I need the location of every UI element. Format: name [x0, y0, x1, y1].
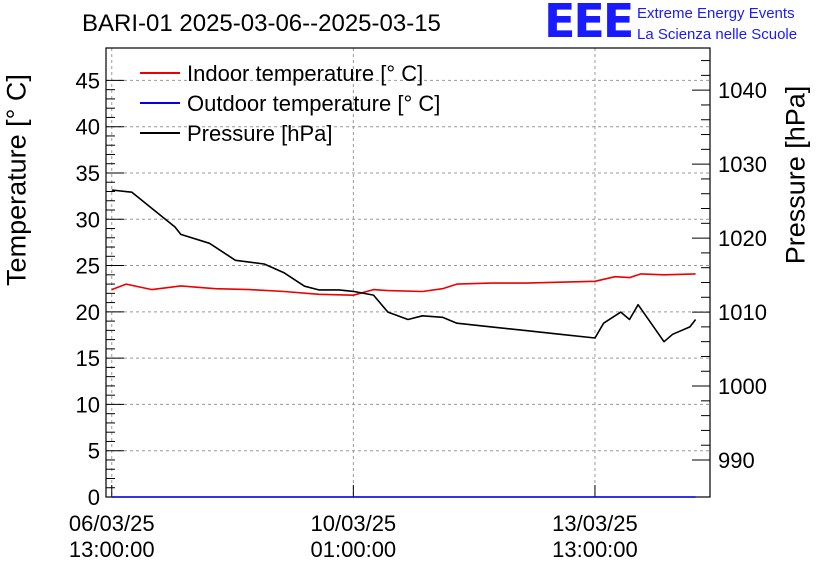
legend-label: Outdoor temperature [° C]: [187, 91, 440, 116]
y-tick-label: 40: [76, 115, 100, 140]
series-group: [111, 189, 697, 498]
x-tick-label-date: 10/03/25: [311, 511, 397, 536]
y-tick-label: 45: [76, 68, 100, 93]
y2-tick-label: 1040: [718, 78, 767, 103]
y-axis-title-pressure: Pressure [hPa]: [780, 85, 811, 265]
y2-tick-label: 1020: [718, 226, 767, 251]
y-tick-label: 5: [88, 439, 100, 464]
x-tick-label-time: 13:00:00: [69, 537, 155, 562]
y-axis-title-temperature: Temperature [° C]: [1, 74, 32, 286]
logo-tagline-2: La Scienza nelle Scuole: [637, 26, 798, 43]
y-tick-label: 30: [76, 207, 100, 232]
series-line-1: [111, 273, 696, 297]
logo-tagline-1: Extreme Energy Events: [637, 5, 795, 22]
legend-label: Pressure [hPa]: [187, 121, 333, 146]
series-line-3: [111, 189, 697, 343]
grid-lines: [106, 48, 710, 497]
legend: Indoor temperature [° C] Outdoor temperat…: [140, 61, 440, 146]
y2-tick-label: 1000: [718, 374, 767, 399]
y2-tick-label: 1010: [718, 300, 767, 325]
y2-tick-label: 1030: [718, 152, 767, 177]
x-tick-label-date: 06/03/25: [69, 511, 155, 536]
y-tick-label: 0: [88, 485, 100, 510]
y-tick-label: 20: [76, 300, 100, 325]
x-tick-label-time: 01:00:00: [311, 537, 397, 562]
chart-title: BARI-01 2025-03-06--2025-03-15: [82, 10, 441, 37]
y-tick-label: 15: [76, 346, 100, 371]
x-tick-label-time: 13:00:00: [552, 537, 638, 562]
y-tick-label: 35: [76, 161, 100, 186]
eee-logo: EEE: [544, 0, 634, 48]
x-tick-label-date: 13/03/25: [552, 511, 638, 536]
axis-ticks: 0 5 10 15 20 25 30 35 40 45 990 1000 1010 1020 1030 104…: [69, 60, 767, 562]
y-tick-label: 10: [76, 392, 100, 417]
y-tick-label: 25: [76, 254, 100, 279]
legend-label: Indoor temperature [° C]: [187, 61, 423, 86]
y2-tick-label: 990: [718, 448, 755, 473]
